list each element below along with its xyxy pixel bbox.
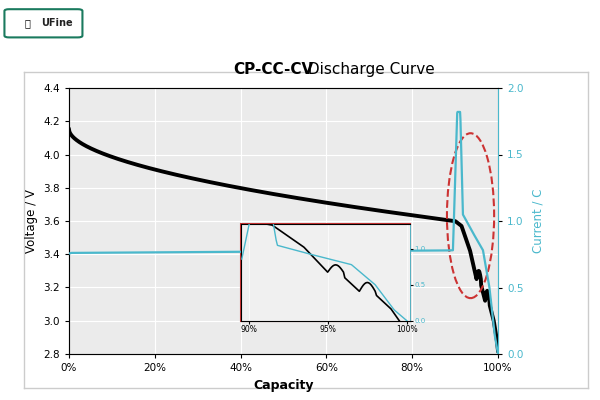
X-axis label: Capacity: Capacity <box>253 378 314 392</box>
Text: CP-CC-CV: CP-CC-CV <box>233 62 313 77</box>
Text: UFine: UFine <box>41 18 73 28</box>
Y-axis label: Current / C: Current / C <box>532 189 545 253</box>
Bar <box>241 224 410 321</box>
Text: Discharge Curve: Discharge Curve <box>303 62 435 77</box>
Text: 🔥: 🔥 <box>25 18 31 28</box>
Text: Figure 10: Constant power constant current constant voltage discharge: Figure 10: Constant power constant curre… <box>17 47 440 57</box>
FancyBboxPatch shape <box>4 9 82 37</box>
Y-axis label: Voltage / V: Voltage / V <box>25 189 38 253</box>
